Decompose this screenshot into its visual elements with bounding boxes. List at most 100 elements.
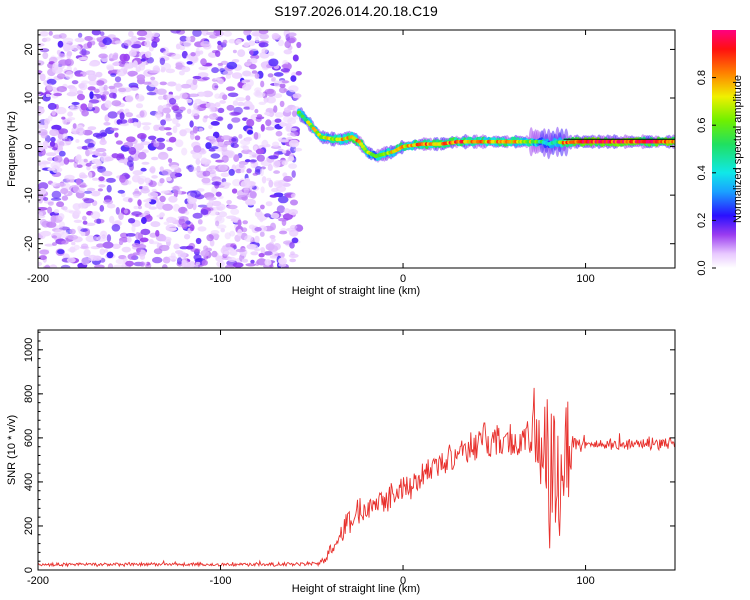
- noise-blob: [220, 172, 230, 177]
- noise-blob: [155, 110, 162, 115]
- noise-blob: [125, 260, 134, 267]
- noise-blob: [75, 73, 83, 77]
- noise-blob: [71, 101, 80, 106]
- noise-blob: [245, 198, 256, 206]
- noise-blob: [215, 215, 223, 222]
- noise-blob: [292, 110, 297, 118]
- noise-blob: [74, 155, 82, 164]
- noise-blob: [83, 249, 91, 257]
- noise-blob: [38, 212, 44, 217]
- noise-blob: [123, 142, 134, 148]
- noise-blob: [275, 130, 283, 137]
- noise-blob: [256, 258, 268, 266]
- noise-blob: [226, 61, 238, 70]
- noise-blob: [245, 263, 256, 267]
- noise-blob: [181, 261, 191, 268]
- noise-blob: [259, 168, 264, 177]
- noise-blob: [156, 214, 164, 218]
- noise-blob: [38, 145, 44, 152]
- noise-blob: [76, 127, 86, 136]
- noise-blob: [249, 190, 257, 199]
- noise-blob: [69, 246, 76, 253]
- noise-blob: [70, 44, 81, 52]
- noise-blob: [290, 75, 297, 82]
- noise-blob: [82, 129, 93, 136]
- noise-blob: [143, 199, 152, 203]
- noise-blob: [58, 213, 65, 221]
- noise-blob: [233, 154, 240, 163]
- noise-blob: [159, 178, 165, 184]
- noise-blob: [113, 82, 123, 88]
- noise-blob: [217, 107, 225, 114]
- noise-blob: [266, 96, 277, 104]
- noise-blob: [232, 49, 237, 54]
- noise-blob: [153, 140, 160, 148]
- noise-blob: [206, 31, 216, 36]
- noise-blob: [128, 218, 136, 224]
- noise-blob: [254, 36, 260, 43]
- noise-blob: [79, 174, 88, 179]
- noise-blob: [69, 185, 80, 193]
- noise-blob: [231, 137, 237, 142]
- noise-blob: [283, 49, 293, 55]
- spectrogram-y-label: Frequency (Hz): [6, 111, 18, 187]
- noise-blob: [88, 79, 98, 86]
- noise-blob: [75, 178, 82, 185]
- noise-blob: [206, 234, 214, 242]
- spectrogram-frame: [37, 29, 676, 269]
- y-tick-label: 10: [23, 92, 35, 104]
- noise-blob: [170, 252, 176, 259]
- noise-blob: [288, 163, 298, 169]
- noise-blob: [269, 234, 276, 239]
- noise-blob: [112, 243, 121, 249]
- noise-blob: [277, 39, 284, 47]
- snr-x-ticks: -200 -100 0 100: [27, 330, 595, 587]
- noise-blob: [157, 151, 169, 160]
- noise-blob: [144, 202, 152, 208]
- noise-blob: [106, 203, 116, 209]
- noise-blob: [127, 70, 138, 77]
- noise-blob: [119, 108, 124, 113]
- noise-blob: [271, 251, 279, 258]
- noise-blob: [127, 253, 137, 260]
- snr-y-label: SNR (10 * v/v): [6, 415, 18, 485]
- noise-blob: [57, 40, 64, 48]
- noise-blob: [208, 135, 216, 140]
- noise-blob: [169, 171, 179, 179]
- snr-frame: [37, 329, 676, 571]
- noise-blob: [192, 212, 203, 219]
- noise-blob: [158, 126, 166, 131]
- noise-blob: [128, 49, 137, 57]
- noise-blob: [123, 209, 128, 214]
- noise-blob: [44, 264, 51, 268]
- y-tick-label: 800: [23, 385, 35, 403]
- noise-blob: [125, 112, 133, 118]
- noise-blob: [190, 248, 201, 253]
- noise-blob: [245, 95, 251, 102]
- noise-blob: [38, 42, 45, 47]
- noise-blob: [56, 201, 65, 208]
- noise-blob: [96, 235, 108, 242]
- noise-blob: [249, 159, 257, 163]
- noise-blob: [288, 37, 296, 44]
- noise-blob: [102, 241, 114, 249]
- noise-blob: [235, 168, 242, 174]
- noise-blob: [137, 199, 142, 207]
- noise-blob: [170, 30, 181, 34]
- noise-blob: [62, 133, 68, 140]
- noise-blob: [107, 263, 114, 268]
- noise-blob: [101, 170, 113, 177]
- noise-blob: [132, 170, 144, 176]
- noise-blob: [179, 40, 184, 46]
- noise-blob: [218, 164, 228, 172]
- noise-blob: [218, 211, 228, 218]
- noise-blob: [38, 261, 43, 267]
- noise-blob: [40, 230, 52, 237]
- noise-blob: [258, 253, 265, 258]
- snr-x-label: Height of straight line (km): [292, 583, 420, 595]
- noise-blob: [282, 59, 289, 66]
- noise-blob: [52, 66, 63, 74]
- noise-blob: [89, 71, 94, 77]
- noise-blob: [92, 132, 101, 138]
- noise-blob: [51, 147, 58, 151]
